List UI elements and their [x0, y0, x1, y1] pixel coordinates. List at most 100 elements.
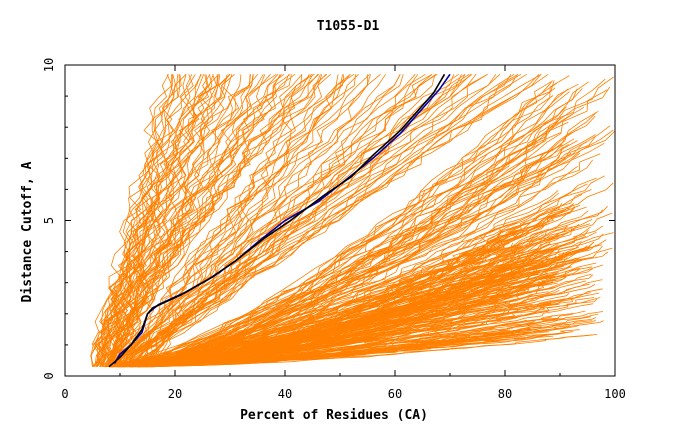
highlighted-curves — [108, 73, 451, 368]
model-curve-358 — [122, 331, 550, 368]
model-curve-138 — [128, 106, 567, 368]
model-curve-72 — [111, 73, 331, 367]
model-curve-106 — [117, 74, 518, 367]
model-curve-188 — [144, 83, 579, 368]
model-curve-214 — [117, 224, 508, 368]
model-curve-348 — [135, 223, 580, 368]
axis-ticks: 0 20 40 60 80 100 0 5 10 — [42, 58, 626, 401]
model-curve-40 — [104, 74, 228, 367]
model-curve-344 — [117, 251, 548, 368]
model-curve-70 — [117, 74, 356, 367]
model-curve-85 — [123, 74, 321, 367]
model-curve-355 — [131, 223, 591, 368]
model-curve-342 — [130, 315, 553, 368]
model-curve-59 — [95, 74, 242, 367]
model-curve-349 — [139, 333, 529, 368]
model-curve-104 — [136, 74, 419, 368]
model-curve-357 — [123, 286, 556, 368]
model-curve-10 — [109, 74, 320, 367]
chart-title: T1055-D1 — [317, 19, 380, 34]
model-curve-354 — [124, 265, 511, 368]
model-curve-45 — [114, 74, 231, 367]
model-curve-359 — [127, 244, 506, 368]
model-curve-145 — [130, 76, 614, 368]
model-curve-196 — [130, 138, 575, 368]
model-curve-25 — [96, 74, 281, 367]
model-curve-197 — [112, 112, 597, 368]
x-tick-label-1: 20 — [168, 387, 182, 401]
model-curve-157 — [129, 80, 554, 368]
model-curve-315 — [144, 334, 598, 368]
model-curve-319 — [143, 243, 551, 368]
model-curve-161 — [121, 89, 608, 368]
model-curve-144 — [123, 75, 570, 368]
model-curve-323 — [119, 294, 515, 368]
model-curve-353 — [110, 302, 550, 368]
x-tick-label-4: 80 — [498, 387, 512, 401]
model-curve-47 — [113, 73, 277, 367]
model-curve-198 — [143, 132, 562, 368]
model-curve-13 — [96, 74, 219, 367]
x-tick-label-0: 0 — [61, 387, 68, 401]
x-tick-label-5: 100 — [604, 387, 626, 401]
model-curve-177 — [131, 129, 614, 368]
model-curve-58 — [113, 73, 235, 367]
model-curve-91 — [111, 73, 515, 367]
model-curve-350 — [152, 266, 571, 368]
model-curve-26 — [96, 74, 251, 367]
model-curve-98 — [127, 74, 386, 368]
model-curve-335 — [144, 305, 520, 368]
model-curve-33 — [103, 74, 264, 367]
model-curve-352 — [138, 291, 549, 368]
model-curve-310 — [121, 245, 603, 368]
model-curve-101 — [135, 73, 473, 367]
model-curve-346 — [136, 266, 525, 368]
model-curve-53 — [96, 74, 205, 367]
model-curve-84 — [126, 74, 512, 367]
model-curve-50 — [106, 74, 266, 367]
model-curve-147 — [138, 194, 583, 368]
y-tick-label-2: 10 — [42, 58, 56, 72]
model-curve-107 — [121, 73, 328, 367]
model-curves — [90, 73, 615, 368]
model-curve-93 — [118, 73, 426, 367]
x-tick-label-3: 60 — [388, 387, 402, 401]
model-curve-65 — [116, 74, 370, 368]
model-curve-87 — [135, 73, 519, 368]
model-curve-97 — [132, 73, 527, 367]
model-curve-90 — [111, 74, 345, 367]
model-curve-46 — [99, 74, 173, 367]
model-curve-184 — [121, 80, 555, 368]
model-curve-341 — [142, 279, 603, 368]
model-curve-57 — [117, 74, 271, 367]
y-tick-label-1: 5 — [42, 217, 56, 224]
model-curve-130 — [117, 81, 552, 368]
model-curve-173 — [123, 81, 589, 368]
highlight-curve-1 — [108, 73, 446, 368]
model-curve-34 — [100, 74, 230, 367]
model-curve-325 — [124, 226, 520, 368]
model-curve-83 — [118, 73, 542, 367]
model-curve-41 — [106, 74, 181, 367]
model-curve-56 — [112, 74, 173, 367]
model-curve-170 — [121, 165, 578, 368]
model-curve-199 — [133, 190, 559, 368]
y-axis-label: Distance Cutoff, A — [20, 161, 35, 302]
x-axis-label: Percent of Residues (CA) — [240, 408, 428, 423]
model-curve-62 — [137, 74, 401, 368]
model-curve-82 — [132, 74, 351, 367]
model-curve-49 — [103, 74, 196, 367]
x-tick-label-2: 40 — [278, 387, 292, 401]
model-curve-340 — [142, 229, 522, 368]
model-curve-109 — [116, 73, 351, 368]
model-curve-108 — [135, 73, 381, 368]
model-curve-136 — [138, 117, 562, 368]
y-tick-label-0: 0 — [42, 372, 56, 379]
model-curve-52 — [95, 74, 182, 367]
model-curve-193 — [105, 183, 588, 368]
model-curve-100 — [109, 74, 462, 367]
model-curve-54 — [118, 74, 187, 367]
model-curve-51 — [105, 73, 296, 367]
model-curve-356 — [129, 316, 592, 368]
